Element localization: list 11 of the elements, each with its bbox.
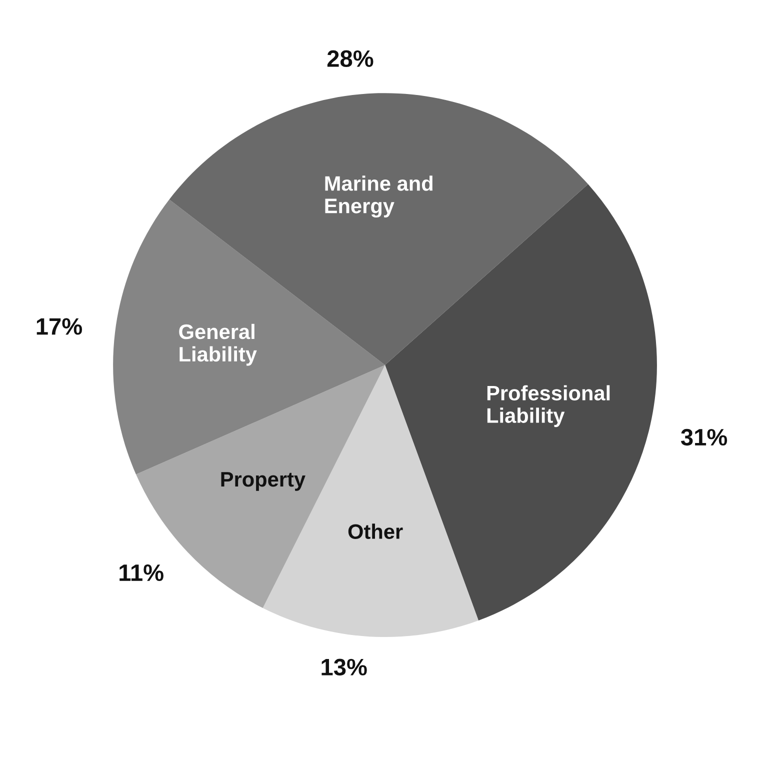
data-label: 17% (36, 318, 82, 335)
data-label: 11% (120, 564, 164, 582)
slice-label: Other (348, 524, 403, 539)
data-label: 13% (322, 658, 367, 676)
data-label: 28% (327, 50, 374, 68)
slice-label: Property (221, 472, 306, 491)
data-label: 31% (680, 428, 728, 446)
slice-label: Marine and Energy (325, 176, 432, 218)
pie-slice (169, 93, 588, 366)
slice-label: Professional Liability (487, 385, 610, 428)
slice-label: General Liability (179, 324, 257, 366)
